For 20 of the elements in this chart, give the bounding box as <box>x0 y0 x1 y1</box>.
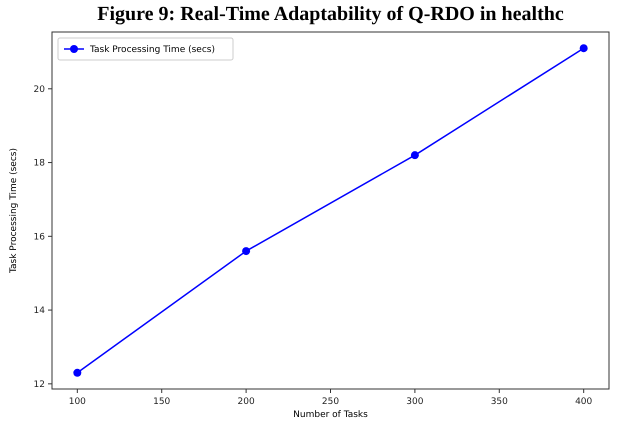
point <box>73 368 82 377</box>
x-tick-label: 300 <box>406 397 424 407</box>
point <box>410 151 419 160</box>
y-tick-label: 16 <box>34 232 46 242</box>
y-tick-label: 18 <box>34 158 46 169</box>
x-tick-label: 200 <box>238 397 255 407</box>
chart-title: Figure 9: Real-Time Adaptability of Q-RDO in healthc <box>97 3 564 25</box>
x-tick-label: 400 <box>575 397 593 407</box>
y-tick-label: 14 <box>34 306 46 316</box>
x-tick-label: 100 <box>68 397 86 407</box>
y-tick-label: 20 <box>34 84 46 95</box>
y-tick-label: 12 <box>34 380 45 390</box>
x-tick-label: 250 <box>322 397 340 407</box>
x-tick-label: 350 <box>490 397 508 407</box>
legend-label: Task Processing Time (secs) <box>89 45 215 55</box>
x-axis-title: Number of Tasks <box>293 410 368 420</box>
point <box>580 44 588 52</box>
point <box>242 247 250 256</box>
y-axis-title: Task Processing Time (secs) <box>9 148 19 274</box>
x-tick-label: 150 <box>153 397 171 407</box>
